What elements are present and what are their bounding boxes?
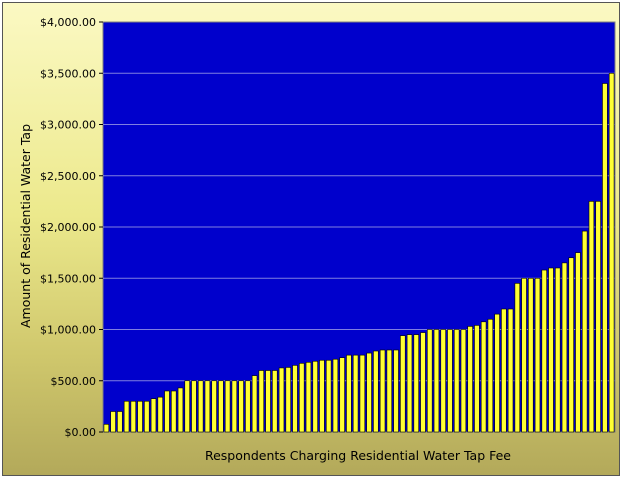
bar bbox=[184, 380, 190, 433]
bar bbox=[608, 72, 615, 433]
bar bbox=[191, 380, 197, 433]
bar bbox=[299, 363, 305, 433]
bar bbox=[218, 380, 224, 433]
bar bbox=[245, 380, 251, 433]
bar bbox=[332, 358, 339, 433]
bar bbox=[393, 349, 399, 433]
bar bbox=[177, 387, 184, 433]
bar bbox=[501, 308, 507, 433]
bar bbox=[292, 365, 298, 433]
bar bbox=[103, 424, 110, 433]
bar bbox=[157, 396, 163, 433]
bar bbox=[144, 400, 150, 433]
y-tick-label: $2,500.00 bbox=[40, 170, 96, 183]
bar bbox=[325, 359, 332, 433]
bar bbox=[548, 267, 554, 433]
bar bbox=[352, 354, 359, 433]
bar bbox=[359, 354, 366, 433]
bar bbox=[561, 262, 568, 433]
bar bbox=[514, 283, 521, 433]
y-tick-label: $4,000.00 bbox=[40, 16, 96, 29]
bar bbox=[285, 367, 291, 433]
bar bbox=[433, 329, 440, 433]
bar bbox=[312, 360, 318, 433]
bar bbox=[272, 370, 278, 433]
bar bbox=[427, 329, 433, 433]
bar bbox=[413, 334, 419, 433]
bar bbox=[575, 252, 581, 433]
y-tick-label: $1,000.00 bbox=[40, 324, 96, 337]
bar bbox=[474, 325, 480, 433]
bar bbox=[568, 257, 574, 433]
bar bbox=[588, 201, 595, 433]
bar bbox=[110, 411, 116, 433]
bar bbox=[440, 329, 446, 433]
bar bbox=[453, 329, 460, 433]
bar bbox=[447, 329, 453, 433]
y-tick-label: $0.00 bbox=[65, 426, 97, 439]
bar bbox=[373, 350, 379, 433]
y-axis-ticks: $0.00 $500.00 $1,000.00 $1,500.00 $2,000.00 $… bbox=[40, 16, 103, 439]
bar bbox=[123, 400, 130, 433]
y-tick-label: $1,500.00 bbox=[40, 272, 96, 285]
bar bbox=[258, 370, 265, 433]
x-axis-title: Respondents Charging Residential Water T… bbox=[205, 448, 511, 463]
bars bbox=[103, 72, 615, 433]
bar bbox=[319, 359, 325, 433]
bar bbox=[487, 318, 494, 433]
bar bbox=[197, 380, 204, 433]
bar bbox=[339, 357, 345, 433]
bar bbox=[541, 269, 547, 433]
bar bbox=[534, 277, 541, 433]
y-tick-label: $3,000.00 bbox=[40, 119, 96, 132]
y-tick-label: $3,500.00 bbox=[40, 67, 96, 80]
bar bbox=[521, 277, 527, 433]
bar bbox=[204, 380, 211, 433]
bar bbox=[224, 380, 231, 433]
bar bbox=[528, 277, 534, 433]
bar bbox=[150, 398, 157, 433]
bar bbox=[211, 380, 217, 433]
y-tick-label: $2,000.00 bbox=[40, 221, 96, 234]
bar bbox=[171, 390, 177, 433]
bar bbox=[164, 390, 170, 433]
bar bbox=[507, 308, 514, 433]
bar bbox=[467, 326, 473, 433]
bar bbox=[406, 334, 413, 433]
bar bbox=[379, 349, 386, 433]
bar bbox=[366, 352, 372, 433]
bar bbox=[278, 367, 285, 433]
bar bbox=[420, 332, 426, 433]
bar bbox=[386, 349, 393, 433]
bar bbox=[117, 411, 123, 433]
bar bbox=[494, 313, 500, 433]
bar bbox=[581, 230, 588, 433]
bar bbox=[602, 83, 608, 433]
bar bbox=[238, 380, 244, 433]
bar bbox=[555, 267, 561, 433]
bar bbox=[305, 361, 312, 433]
y-axis-title: Amount of Residential Water Tap bbox=[18, 124, 33, 328]
bar bbox=[595, 201, 601, 433]
bar bbox=[460, 329, 467, 433]
bar bbox=[231, 380, 238, 433]
bar bbox=[137, 400, 143, 433]
bar bbox=[130, 400, 137, 433]
bar bbox=[400, 335, 406, 433]
bar bbox=[346, 354, 352, 433]
plot-area bbox=[102, 21, 616, 433]
bar bbox=[265, 370, 271, 433]
bar bbox=[480, 321, 487, 433]
bar bbox=[251, 375, 258, 433]
y-tick-label: $500.00 bbox=[51, 375, 97, 388]
